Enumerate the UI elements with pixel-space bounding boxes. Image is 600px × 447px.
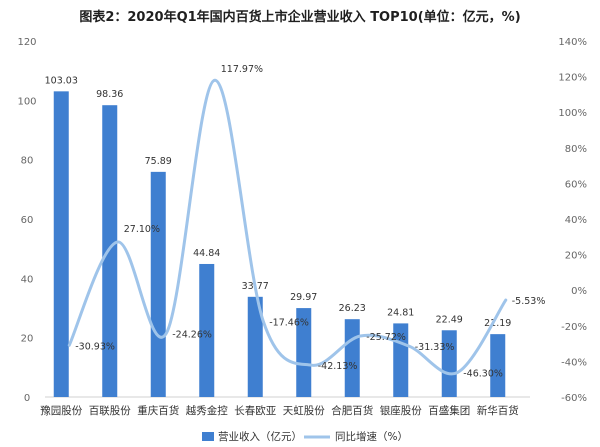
x-category-label: 天虹股份: [283, 405, 325, 417]
y-left-tick-label: 0: [24, 393, 30, 404]
growth-value-label: 27.10%: [124, 224, 160, 235]
bar: [102, 105, 118, 397]
bar: [344, 319, 360, 397]
bar: [441, 330, 457, 397]
x-category-label: 新华百货: [477, 404, 519, 417]
y-right-tick-label: 100%: [558, 108, 587, 119]
growth-line: [67, 78, 508, 376]
y-left-tick-label: 60: [21, 215, 34, 226]
x-category-label: 百联股份: [89, 405, 131, 417]
growth-value-label: -31.33%: [415, 342, 455, 353]
bar-value-label: 24.81: [387, 307, 414, 318]
x-category-label: 合肥百货: [331, 404, 373, 417]
chart-title: 图表2：2020年Q1年国内百货上市企业营业收入 TOP10(单位：亿元，%): [79, 10, 521, 25]
x-category-label: 越秀金控: [186, 404, 228, 417]
growth-value-label: -30.93%: [75, 341, 115, 352]
y-right-tick-label: 80%: [565, 144, 587, 155]
growth-value-label: -46.30%: [463, 369, 503, 380]
growth-value-label: 117.97%: [221, 64, 263, 75]
growth-value-label: -25.72%: [366, 332, 406, 343]
growth-value-label: -24.26%: [172, 329, 212, 340]
legend-swatch-revenue: [202, 432, 214, 441]
x-category-label: 长春欧亚: [234, 405, 276, 417]
y-right-tick-label: 40%: [565, 215, 587, 226]
x-category-label: 豫园股份: [40, 404, 82, 417]
growth-value-label: -17.46%: [269, 317, 309, 328]
bar: [490, 334, 506, 397]
y-left-tick-label: 100: [17, 96, 36, 107]
bar-value-label: 22.49: [436, 314, 463, 325]
y-right-tick-label: -60%: [561, 393, 587, 404]
bar-value-label: 29.97: [290, 292, 317, 303]
y-right-tick-label: 120%: [558, 73, 587, 84]
bar-value-label: 103.03: [45, 75, 78, 86]
legend-label-revenue: 营业收入（亿元）: [218, 430, 302, 443]
y-left-tick-label: 80: [21, 156, 34, 167]
y-left-tick-label: 40: [21, 274, 34, 285]
x-category-label: 银座股份: [380, 404, 422, 417]
y-right-tick-label: 0%: [571, 286, 587, 297]
y-right-tick-label: 20%: [565, 251, 587, 262]
bar-value-label: 26.23: [339, 303, 366, 314]
growth-value-label: -5.53%: [512, 296, 546, 307]
legend-label-growth: 同比增速（%）: [335, 430, 408, 443]
y-left-tick-label: 120: [17, 37, 36, 48]
growth-value-label: -42.13%: [318, 361, 358, 372]
y-left-tick-label: 20: [21, 334, 34, 345]
bar: [296, 308, 312, 397]
bar-value-label: 75.89: [145, 156, 172, 167]
y-right-tick-label: -20%: [561, 322, 587, 333]
bar: [150, 171, 166, 397]
bar-value-label: 98.36: [96, 89, 123, 100]
bar-value-label: 21.19: [484, 318, 511, 329]
y-right-tick-label: -40%: [561, 357, 587, 368]
bar-value-label: 44.84: [193, 248, 220, 259]
bar: [247, 296, 263, 397]
bar: [199, 263, 215, 397]
x-category-label: 重庆百货: [137, 404, 179, 417]
bar: [53, 91, 69, 397]
y-right-tick-label: 60%: [565, 179, 587, 190]
x-category-label: 百盛集团: [428, 404, 470, 417]
y-right-tick-label: 140%: [558, 37, 587, 48]
